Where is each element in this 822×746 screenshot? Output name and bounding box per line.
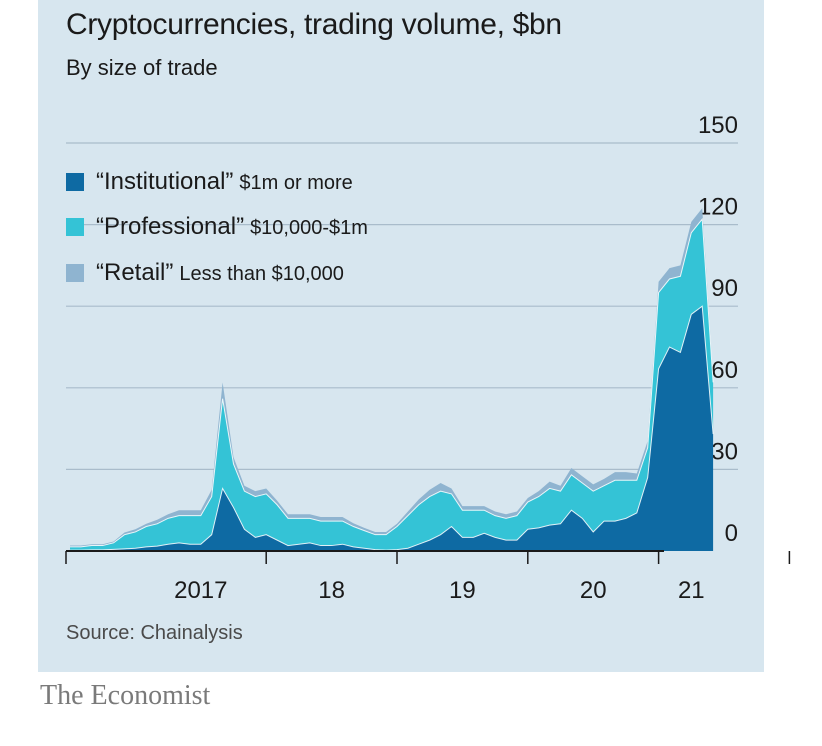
legend-name-professional: “Professional” (96, 213, 245, 240)
x-tick-label: 21 (678, 577, 705, 604)
x-tick-label: 2017 (174, 577, 227, 604)
x-tick-label: 20 (580, 577, 607, 604)
series-boundary (70, 217, 714, 548)
x-axis: 2017 18 19 20 21 (65, 550, 791, 604)
legend-swatch-institutional (66, 173, 84, 191)
source-note: Source: Chainalysis (66, 622, 243, 644)
y-tick-label: 60 (711, 357, 738, 384)
series-boundary (70, 305, 714, 551)
chart-subtitle: By size of trade (66, 55, 218, 80)
y-tick-label: 0 (725, 520, 738, 547)
x-tick-label: 18 (318, 577, 345, 604)
y-tick-label: 90 (711, 275, 738, 302)
y-tick-label: 30 (711, 438, 738, 465)
y-tick-label: 150 (698, 112, 738, 139)
economist-logo: The Economist (40, 680, 211, 711)
legend-swatch-retail (66, 264, 84, 282)
legend-name-institutional: “Institutional” (96, 168, 234, 195)
x-tick-label: 19 (449, 577, 476, 604)
y-tick-label: 120 (698, 194, 738, 221)
area-series-professional (70, 219, 714, 551)
gridlines: 0 30 60 90 120 150 (66, 112, 738, 547)
legend-desc-institutional: $1m or more (239, 172, 353, 194)
stacked-areas (70, 208, 714, 551)
chart-title: Cryptocurrencies, trading volume, $bn (66, 8, 562, 41)
chart-panel (38, 0, 764, 672)
legend-desc-professional: $10,000-$1m (250, 217, 368, 239)
legend-name-retail: “Retail” (96, 259, 174, 286)
area-series-institutional (70, 306, 714, 551)
legend-swatch-professional (66, 218, 84, 236)
legend-desc-retail: Less than $10,000 (179, 263, 344, 285)
